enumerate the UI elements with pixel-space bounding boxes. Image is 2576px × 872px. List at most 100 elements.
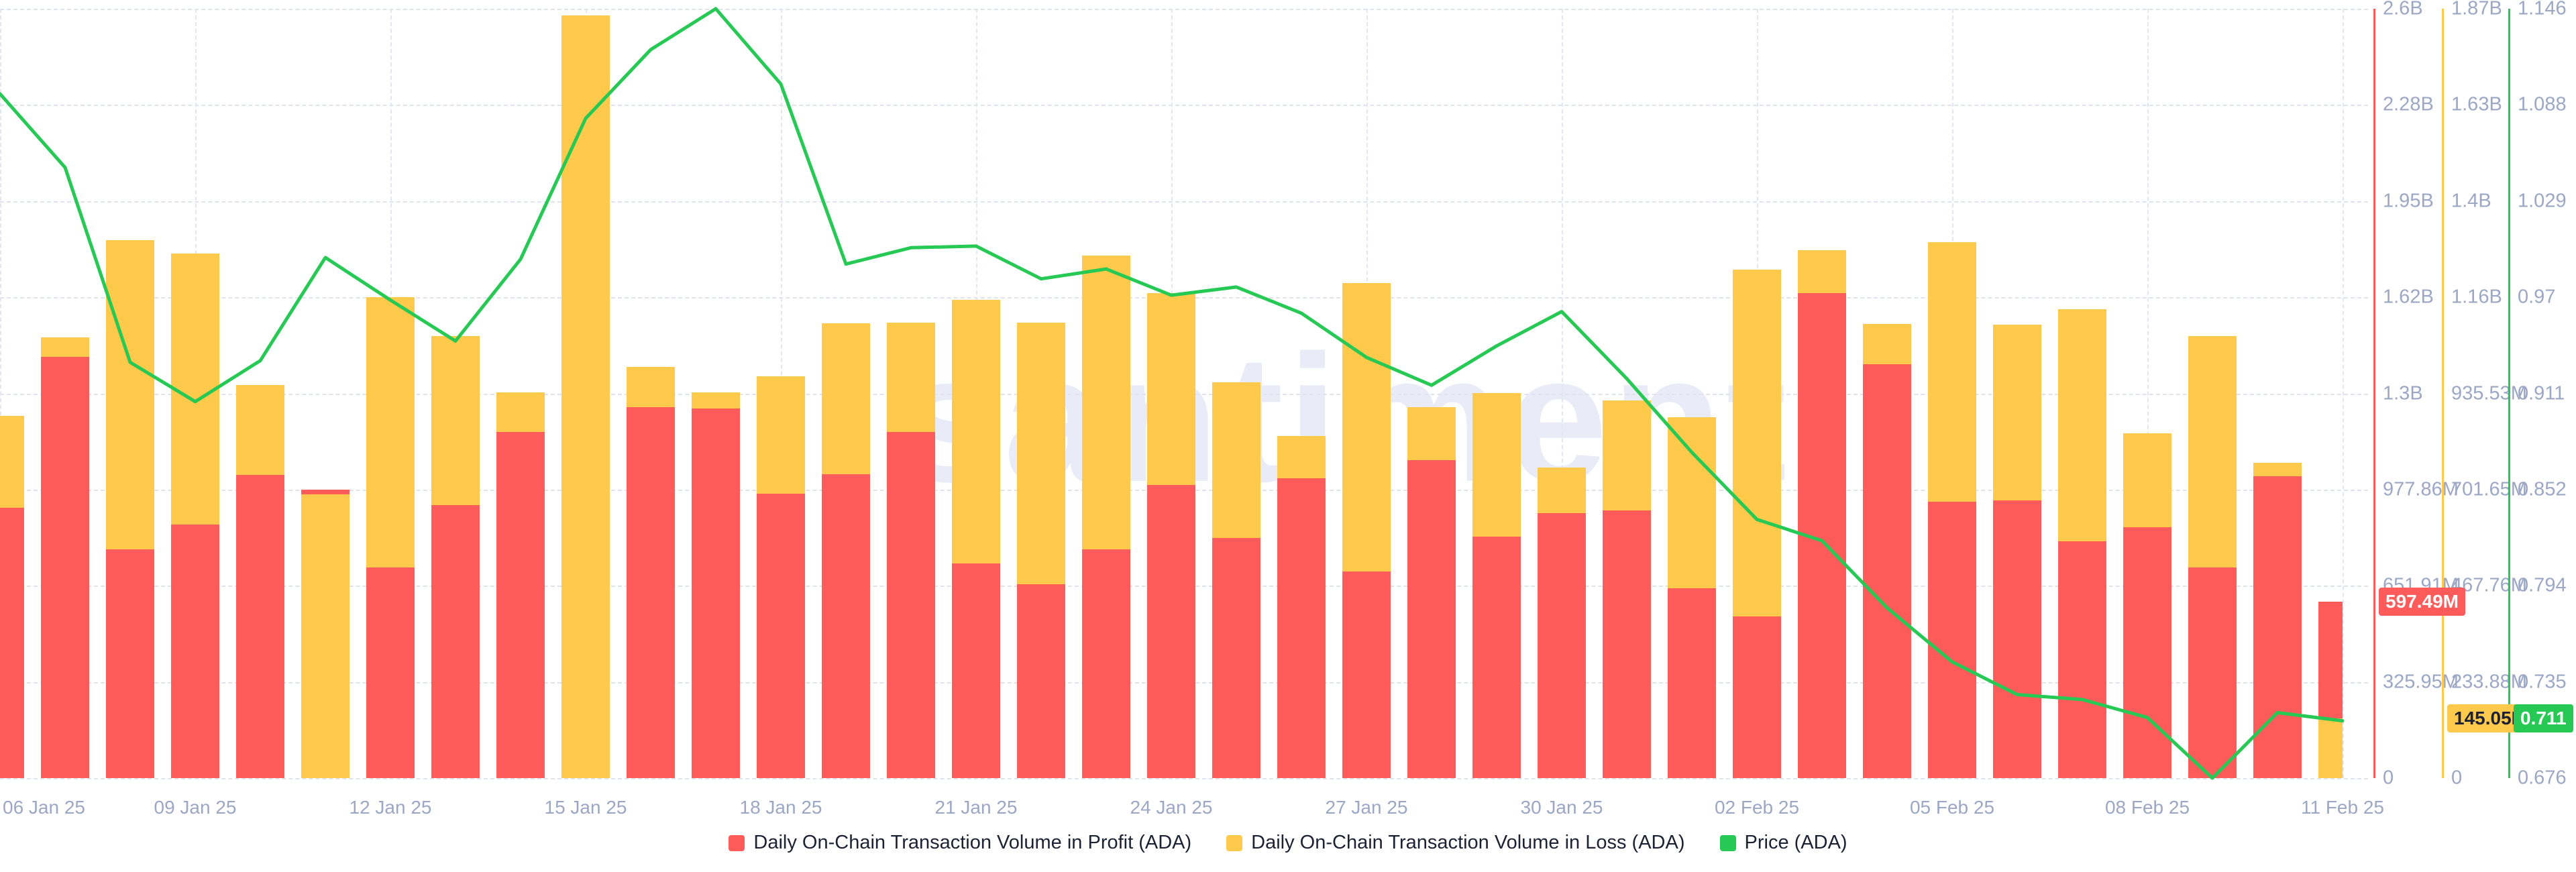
x-axis-date-label: 21 Jan 25	[934, 797, 1018, 818]
loss-axis-tick-label: 1.4B	[2451, 190, 2491, 212]
profit-bar	[692, 408, 740, 778]
loss-axis-tick-label: 935.53M	[2451, 382, 2527, 404]
profit-bar	[431, 505, 480, 778]
legend-item-loss[interactable]: Daily On-Chain Transaction Volume in Los…	[1226, 832, 1685, 854]
x-axis-date-label: 18 Jan 25	[739, 797, 822, 818]
bar-group-08-Jan-25[interactable]	[106, 0, 154, 778]
profit-bar	[822, 474, 870, 778]
bar-group-20-Jan-25[interactable]	[887, 0, 935, 778]
price-axis-tick-label: 0.735	[2518, 671, 2567, 693]
profit-axis-tick-label: 1.95B	[2383, 190, 2434, 212]
loss-bar	[301, 494, 350, 778]
bar-group-08-Feb-25[interactable]	[2123, 0, 2171, 778]
profit-bar	[1733, 616, 1781, 778]
price-last-value-badge: 0.711	[2514, 704, 2573, 732]
bars-layer	[0, 0, 2343, 778]
bar-group-29-Jan-25[interactable]	[1472, 0, 1521, 778]
profit-bar	[757, 493, 805, 778]
bar-group-26-Jan-25[interactable]	[1277, 0, 1326, 778]
bar-group-03-Feb-25[interactable]	[1798, 0, 1846, 778]
bar-group-06-Jan-25[interactable]	[0, 0, 24, 778]
profit-bar	[1538, 513, 1586, 778]
profit-bar	[496, 432, 545, 778]
loss-axis-tick-label: 0	[2451, 767, 2463, 789]
profit-bar	[1928, 501, 1976, 778]
legend-item-price[interactable]: Price (ADA)	[1719, 832, 1847, 854]
bar-group-17-Jan-25[interactable]	[692, 0, 740, 778]
bar-group-18-Jan-25[interactable]	[757, 0, 805, 778]
profit-bar	[1212, 537, 1260, 778]
price-axis-tick-label: 0.676	[2518, 767, 2567, 789]
profit-axis-line	[2373, 9, 2375, 778]
bar-group-28-Jan-25[interactable]	[1407, 0, 1456, 778]
profit-axis-tick-label: 1.3B	[2383, 382, 2423, 404]
bar-group-24-Jan-25[interactable]	[1147, 0, 1195, 778]
loss-axis-tick-label: 701.65M	[2451, 478, 2527, 500]
profit-bar	[366, 567, 415, 778]
x-axis-date-label: 24 Jan 25	[1130, 797, 1213, 818]
bar-group-07-Jan-25[interactable]	[41, 0, 89, 778]
bar-group-31-Jan-25[interactable]	[1603, 0, 1651, 778]
bar-group-01-Feb-25[interactable]	[1668, 0, 1716, 778]
profit-bar	[1407, 459, 1456, 778]
loss-axis-tick-label: 1.63B	[2451, 93, 2502, 115]
bar-group-06-Feb-25[interactable]	[1993, 0, 2041, 778]
horizontal-gridline	[0, 778, 2368, 779]
loss-axis-tick-label: 1.16B	[2451, 286, 2502, 308]
legend-loss-label: Daily On-Chain Transaction Volume in Los…	[1251, 832, 1685, 853]
profit-bar	[41, 356, 89, 778]
bar-group-07-Feb-25[interactable]	[2058, 0, 2106, 778]
profit-axis-tick-label: 1.62B	[2383, 286, 2434, 308]
price-axis-tick-label: 0.97	[2518, 286, 2556, 308]
profit-bar	[1082, 549, 1130, 778]
profit-bar	[627, 407, 675, 778]
bar-group-23-Jan-25[interactable]	[1082, 0, 1130, 778]
bar-group-27-Jan-25[interactable]	[1342, 0, 1391, 778]
profit-bar	[952, 563, 1000, 778]
bar-group-11-Feb-25[interactable]	[2318, 0, 2343, 778]
bar-group-09-Jan-25[interactable]	[171, 0, 219, 778]
bar-group-12-Jan-25[interactable]	[366, 0, 415, 778]
bar-group-13-Jan-25[interactable]	[431, 0, 480, 778]
profit-bar	[0, 508, 24, 778]
bar-group-30-Jan-25[interactable]	[1538, 0, 1586, 778]
profit-bar	[2058, 541, 2106, 778]
bar-group-15-Jan-25[interactable]	[561, 0, 610, 778]
loss-axis-tick-label: 1.87B	[2451, 0, 2502, 19]
x-axis-date-label: 30 Jan 25	[1520, 797, 1603, 818]
bar-group-10-Feb-25[interactable]	[2253, 0, 2302, 778]
loss-axis-line	[2442, 9, 2444, 778]
bar-group-21-Jan-25[interactable]	[952, 0, 1000, 778]
price-axis-tick-label: 0.794	[2518, 574, 2567, 596]
bar-group-10-Jan-25[interactable]	[236, 0, 284, 778]
profit-bar	[106, 549, 154, 778]
legend-item-profit[interactable]: Daily On-Chain Transaction Volume in Pro…	[729, 832, 1191, 854]
bar-group-22-Jan-25[interactable]	[1017, 0, 1065, 778]
loss-bar	[2318, 718, 2343, 778]
price-axis-tick-label: 0.911	[2518, 382, 2565, 404]
bar-group-16-Jan-25[interactable]	[627, 0, 675, 778]
profit-axis-tick-label: 977.86M	[2383, 478, 2459, 500]
profit-bar	[1798, 292, 1846, 778]
bar-group-04-Feb-25[interactable]	[1863, 0, 1911, 778]
profit-bar	[1147, 485, 1195, 778]
price-axis-tick-label: 1.029	[2518, 190, 2567, 212]
bar-group-11-Jan-25[interactable]	[301, 0, 350, 778]
profit-axis-tick-label: 2.28B	[2383, 93, 2434, 115]
bar-group-05-Feb-25[interactable]	[1928, 0, 1976, 778]
profit-bar	[887, 432, 935, 778]
price-axis-tick-label: 1.088	[2518, 93, 2567, 115]
profit-bar	[1668, 588, 1716, 778]
bar-group-19-Jan-25[interactable]	[822, 0, 870, 778]
profit-bar	[1472, 537, 1521, 778]
bar-group-25-Jan-25[interactable]	[1212, 0, 1260, 778]
profit-axis-tick-label: 325.95M	[2383, 671, 2459, 693]
price-swatch-icon	[1719, 834, 1736, 851]
bar-group-14-Jan-25[interactable]	[496, 0, 545, 778]
bar-group-02-Feb-25[interactable]	[1733, 0, 1781, 778]
profit-axis-tick-label: 0	[2383, 767, 2394, 789]
x-axis-date-label: 06 Jan 25	[3, 797, 85, 818]
bar-group-09-Feb-25[interactable]	[2188, 0, 2237, 778]
x-axis-date-label: 15 Jan 25	[544, 797, 627, 818]
